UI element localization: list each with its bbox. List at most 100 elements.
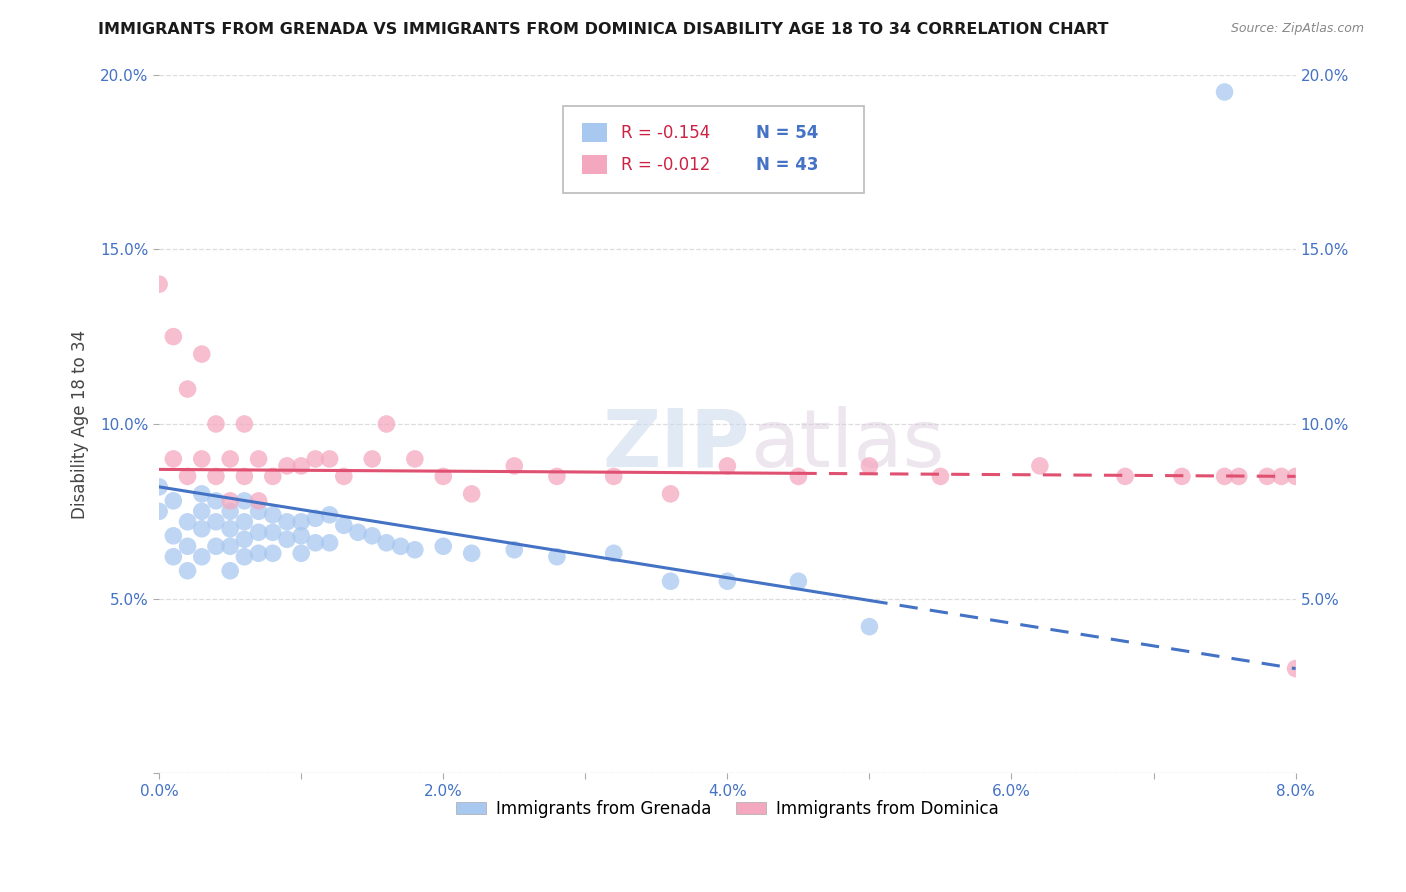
Point — [318, 536, 340, 550]
Point — [603, 546, 626, 560]
Point — [262, 525, 284, 540]
Point — [233, 515, 256, 529]
Point — [460, 487, 482, 501]
Point — [858, 458, 880, 473]
Point — [190, 451, 212, 466]
Point — [290, 515, 312, 529]
Point — [290, 529, 312, 543]
Point — [176, 564, 198, 578]
Point — [190, 522, 212, 536]
Point — [304, 511, 326, 525]
Point — [162, 329, 184, 343]
Point — [162, 529, 184, 543]
Point — [1029, 458, 1052, 473]
Point — [361, 529, 384, 543]
Point — [219, 522, 242, 536]
Point — [148, 277, 170, 292]
Point — [262, 508, 284, 522]
Point — [404, 451, 426, 466]
Point — [148, 480, 170, 494]
Text: R = -0.012: R = -0.012 — [620, 156, 710, 174]
Point — [233, 493, 256, 508]
Point — [304, 536, 326, 550]
Point — [276, 515, 298, 529]
Point — [247, 546, 270, 560]
Point — [659, 487, 682, 501]
Point — [205, 539, 228, 553]
Point — [503, 542, 526, 557]
Point — [190, 487, 212, 501]
Text: ZIP: ZIP — [603, 406, 749, 484]
Point — [603, 469, 626, 483]
Text: N = 43: N = 43 — [756, 156, 818, 174]
Point — [219, 451, 242, 466]
Point — [262, 546, 284, 560]
Point — [176, 469, 198, 483]
Text: IMMIGRANTS FROM GRENADA VS IMMIGRANTS FROM DOMINICA DISABILITY AGE 18 TO 34 CORR: IMMIGRANTS FROM GRENADA VS IMMIGRANTS FR… — [98, 22, 1109, 37]
Point — [333, 518, 356, 533]
Point — [247, 504, 270, 518]
Point — [219, 504, 242, 518]
Legend: Immigrants from Grenada, Immigrants from Dominica: Immigrants from Grenada, Immigrants from… — [449, 793, 1005, 824]
Point — [787, 469, 810, 483]
Point — [432, 539, 454, 553]
Point — [1114, 469, 1136, 483]
Point — [290, 546, 312, 560]
Point — [318, 508, 340, 522]
Point — [148, 504, 170, 518]
Point — [375, 536, 398, 550]
Point — [233, 417, 256, 431]
Point — [361, 451, 384, 466]
Point — [347, 525, 370, 540]
Point — [1284, 469, 1306, 483]
Point — [404, 542, 426, 557]
Point — [276, 533, 298, 547]
Point — [333, 469, 356, 483]
Point — [1270, 469, 1292, 483]
Point — [233, 469, 256, 483]
Point — [304, 451, 326, 466]
Point — [659, 574, 682, 589]
Point — [460, 546, 482, 560]
Bar — [582, 123, 607, 143]
Point — [205, 515, 228, 529]
Point — [247, 525, 270, 540]
Point — [247, 493, 270, 508]
Text: atlas: atlas — [749, 406, 945, 484]
Point — [1171, 469, 1194, 483]
Point — [176, 515, 198, 529]
Point — [787, 574, 810, 589]
FancyBboxPatch shape — [562, 106, 863, 194]
Point — [219, 539, 242, 553]
Point — [716, 458, 738, 473]
Text: R = -0.154: R = -0.154 — [620, 123, 710, 142]
Point — [929, 469, 952, 483]
Point — [1213, 469, 1236, 483]
Point — [716, 574, 738, 589]
Point — [205, 417, 228, 431]
Point — [389, 539, 412, 553]
Point — [262, 469, 284, 483]
Point — [1256, 469, 1278, 483]
Point — [162, 451, 184, 466]
Point — [290, 458, 312, 473]
Bar — [582, 155, 607, 175]
Text: Source: ZipAtlas.com: Source: ZipAtlas.com — [1230, 22, 1364, 36]
Point — [375, 417, 398, 431]
Point — [162, 493, 184, 508]
Point — [276, 458, 298, 473]
Point — [190, 504, 212, 518]
Point — [503, 458, 526, 473]
Point — [190, 347, 212, 361]
Point — [233, 549, 256, 564]
Point — [546, 549, 568, 564]
Point — [176, 539, 198, 553]
Point — [162, 549, 184, 564]
Text: N = 54: N = 54 — [756, 123, 818, 142]
Point — [858, 620, 880, 634]
Point — [205, 493, 228, 508]
Point — [1227, 469, 1250, 483]
Point — [318, 451, 340, 466]
Point — [176, 382, 198, 396]
Y-axis label: Disability Age 18 to 34: Disability Age 18 to 34 — [72, 329, 89, 518]
